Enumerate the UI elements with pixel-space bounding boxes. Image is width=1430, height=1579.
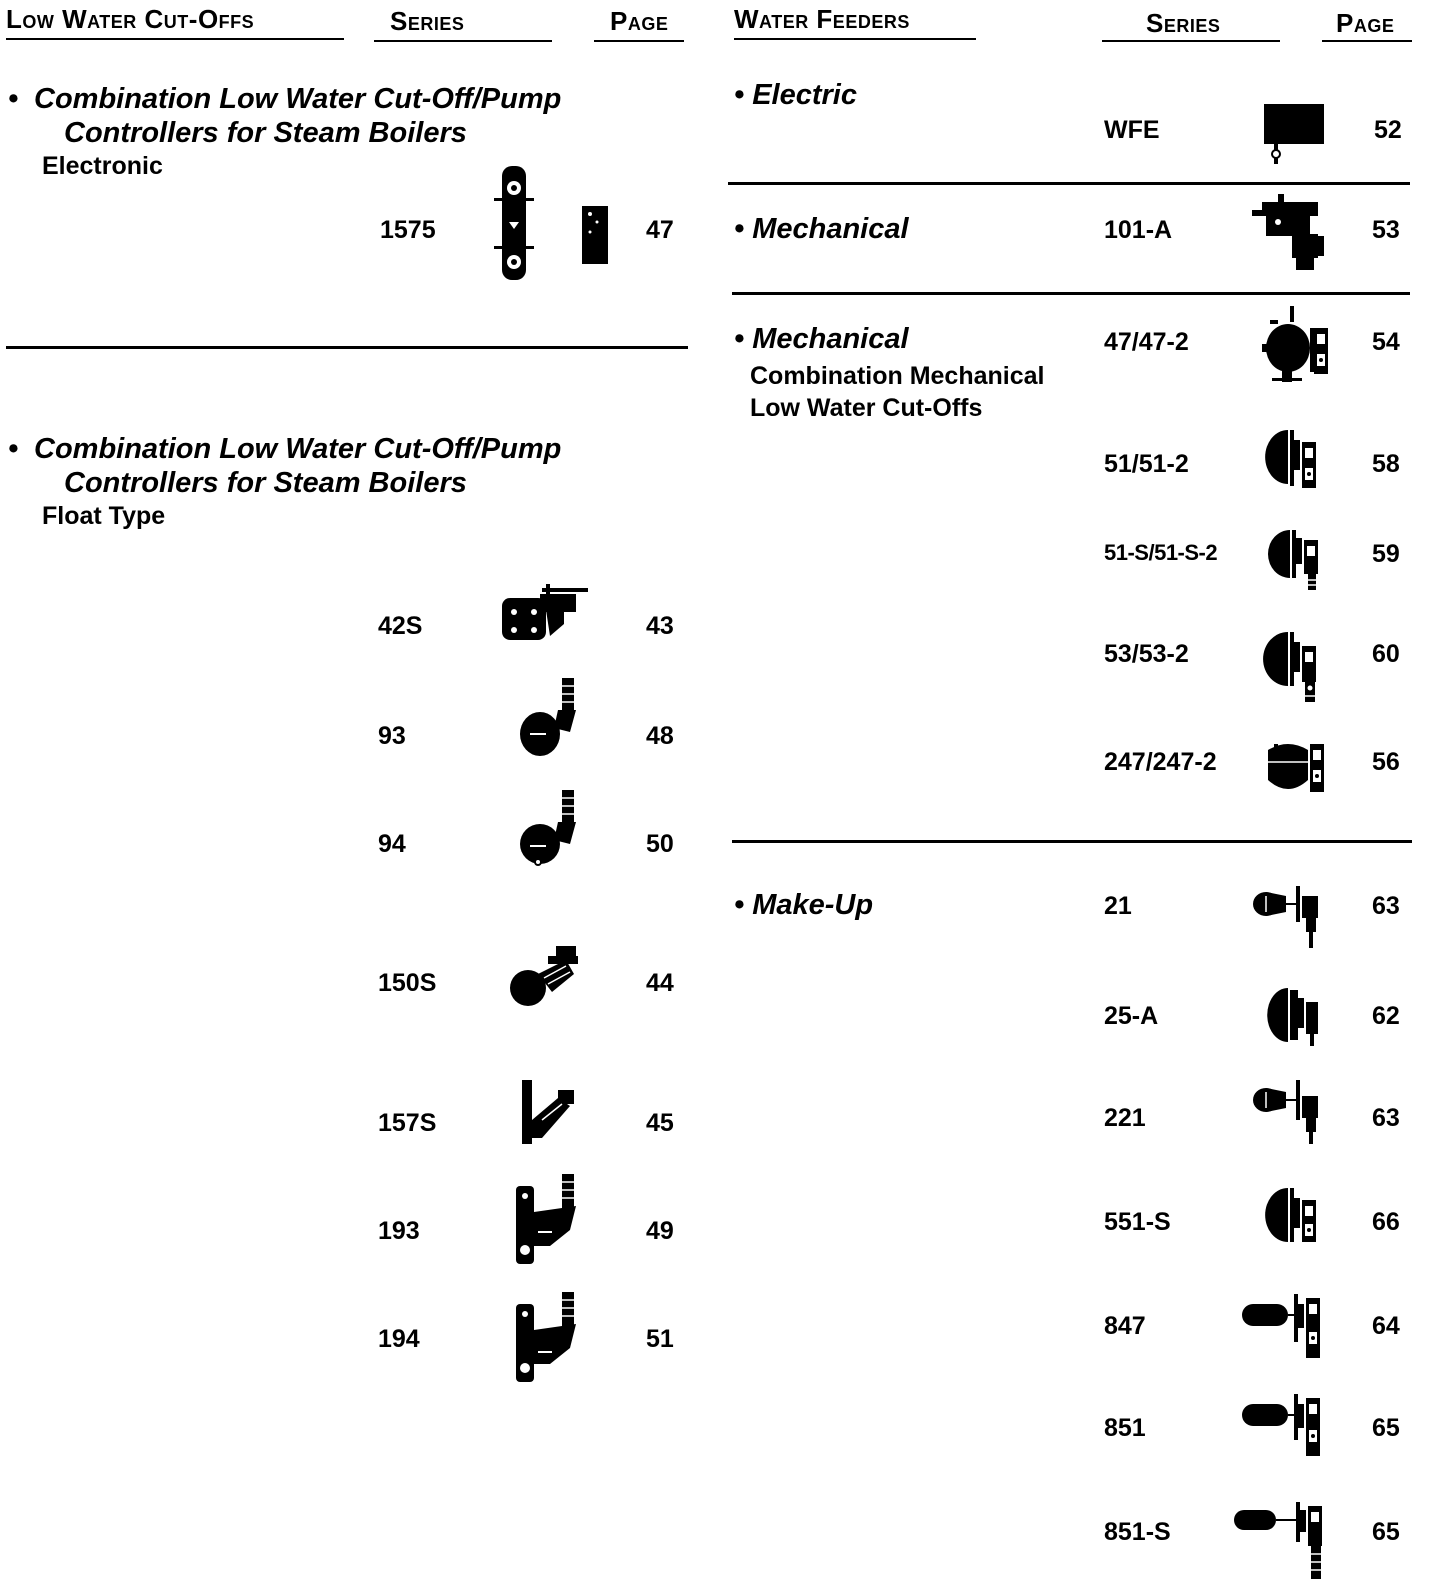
left-section2-subtitle: Float Type (42, 502, 166, 530)
page-58: 58 (1372, 450, 1400, 478)
series-53: 53/53-2 (1104, 640, 1189, 668)
series-93: 93 (378, 722, 406, 750)
series-193: 193 (378, 1217, 420, 1245)
float-control-194-icon (516, 1292, 576, 1382)
series-wfe: WFE (1104, 116, 1160, 144)
left-header-page: Page (610, 6, 669, 36)
right-page-underline (1322, 40, 1412, 42)
series-851s: 851-S (1104, 1518, 1171, 1546)
combination-sub1: Combination Mechanical (750, 362, 1045, 390)
makeup-feeder-851s-icon (1234, 1502, 1322, 1579)
left-section1-title-line1: Combination Low Water Cut-Off/Pump (34, 83, 562, 115)
page-44: 44 (646, 969, 674, 997)
float-control-157s-icon (522, 1080, 574, 1144)
left-section2-bullet: • (8, 433, 19, 465)
makeup-feeder-25a-icon (1267, 988, 1318, 1046)
electronic-control-box-icon (582, 206, 608, 264)
left-header-series: Series (390, 6, 465, 36)
page-63-a: 63 (1372, 892, 1400, 920)
page-49: 49 (646, 1217, 674, 1245)
series-851: 851 (1104, 1414, 1146, 1442)
left-section-divider (6, 346, 688, 349)
series-101a: 101-A (1104, 216, 1173, 244)
right-divider-2 (732, 292, 1410, 295)
makeup-feeder-221-icon (1253, 1080, 1318, 1144)
page-62: 62 (1372, 1002, 1400, 1030)
series-157s: 157S (378, 1109, 437, 1137)
series-1575: 1575 (380, 216, 436, 244)
electric-title: • Electric (734, 79, 857, 111)
combination-title: • Mechanical (734, 323, 909, 355)
page-56: 56 (1372, 748, 1400, 776)
left-section1-bullet: • (8, 83, 19, 115)
combo-feeder-247-icon (1266, 744, 1324, 792)
mechanical-feeder-icon (1252, 194, 1324, 270)
series-47: 47/47-2 (1104, 328, 1189, 356)
page-66: 66 (1372, 1208, 1400, 1236)
combo-feeder-51-icon (1265, 430, 1316, 488)
page-51: 51 (646, 1325, 674, 1353)
series-847: 847 (1104, 1312, 1146, 1340)
right-header-underline (734, 38, 976, 40)
page-47: 47 (646, 216, 674, 244)
left-section2-title-line1: Combination Low Water Cut-Off/Pump (34, 433, 562, 465)
series-221: 221 (1104, 1104, 1146, 1132)
page-45: 45 (646, 1109, 674, 1137)
page-43: 43 (646, 612, 674, 640)
series-51: 51/51-2 (1104, 450, 1189, 478)
page-65-b: 65 (1372, 1518, 1400, 1546)
series-194: 194 (378, 1325, 420, 1353)
float-control-193-icon (516, 1174, 576, 1264)
page-48: 48 (646, 722, 674, 750)
left-section1-subtitle: Electronic (42, 152, 163, 180)
makeup-feeder-851-icon (1242, 1394, 1320, 1456)
right-divider-3 (732, 840, 1412, 843)
series-247: 247/247-2 (1104, 748, 1217, 776)
page-59: 59 (1372, 540, 1400, 568)
makeup-feeder-21-icon (1253, 886, 1318, 948)
left-header-title: Low Water Cut-Offs (6, 4, 255, 34)
combo-feeder-47-icon (1262, 306, 1328, 382)
left-header-underline (6, 38, 344, 40)
series-150s: 150S (378, 969, 437, 997)
right-header-page: Page (1336, 8, 1395, 38)
float-control-150s-icon (510, 946, 578, 1006)
right-header-series: Series (1146, 8, 1221, 38)
page-65-a: 65 (1372, 1414, 1400, 1442)
mechanical-title: • Mechanical (734, 213, 909, 245)
series-94: 94 (378, 830, 406, 858)
makeup-title: • Make-Up (734, 889, 874, 921)
right-divider-1 (728, 182, 1410, 185)
float-control-93-icon (520, 678, 576, 756)
series-51s: 51-S/51-S-2 (1104, 540, 1218, 565)
series-21: 21 (1104, 892, 1132, 920)
float-control-42s-icon (502, 584, 588, 640)
page-53: 53 (1372, 216, 1400, 244)
float-control-94-icon (520, 790, 576, 866)
combination-sub2: Low Water Cut-Offs (750, 394, 983, 422)
page-54: 54 (1372, 328, 1400, 356)
left-page-underline (594, 40, 684, 42)
page-52: 52 (1374, 116, 1402, 144)
page-64: 64 (1372, 1312, 1400, 1340)
page-63-b: 63 (1372, 1104, 1400, 1132)
page-50: 50 (646, 830, 674, 858)
page-60: 60 (1372, 640, 1400, 668)
series-25a: 25-A (1104, 1002, 1159, 1030)
makeup-feeder-847-icon (1242, 1294, 1320, 1358)
right-header-title: Water Feeders (734, 4, 910, 34)
right-series-underline (1102, 40, 1280, 42)
electric-feeder-icon (1264, 104, 1324, 164)
series-42s: 42S (378, 612, 423, 640)
electronic-controller-icon (494, 166, 534, 280)
series-551s: 551-S (1104, 1208, 1171, 1236)
left-section1-title-line2: Controllers for Steam Boilers (64, 117, 467, 149)
makeup-feeder-551s-icon (1265, 1188, 1316, 1242)
left-section2-title-line2: Controllers for Steam Boilers (64, 467, 467, 499)
combo-feeder-53-icon (1263, 632, 1316, 702)
combo-feeder-51s-icon (1268, 530, 1318, 590)
left-series-underline (374, 40, 552, 42)
